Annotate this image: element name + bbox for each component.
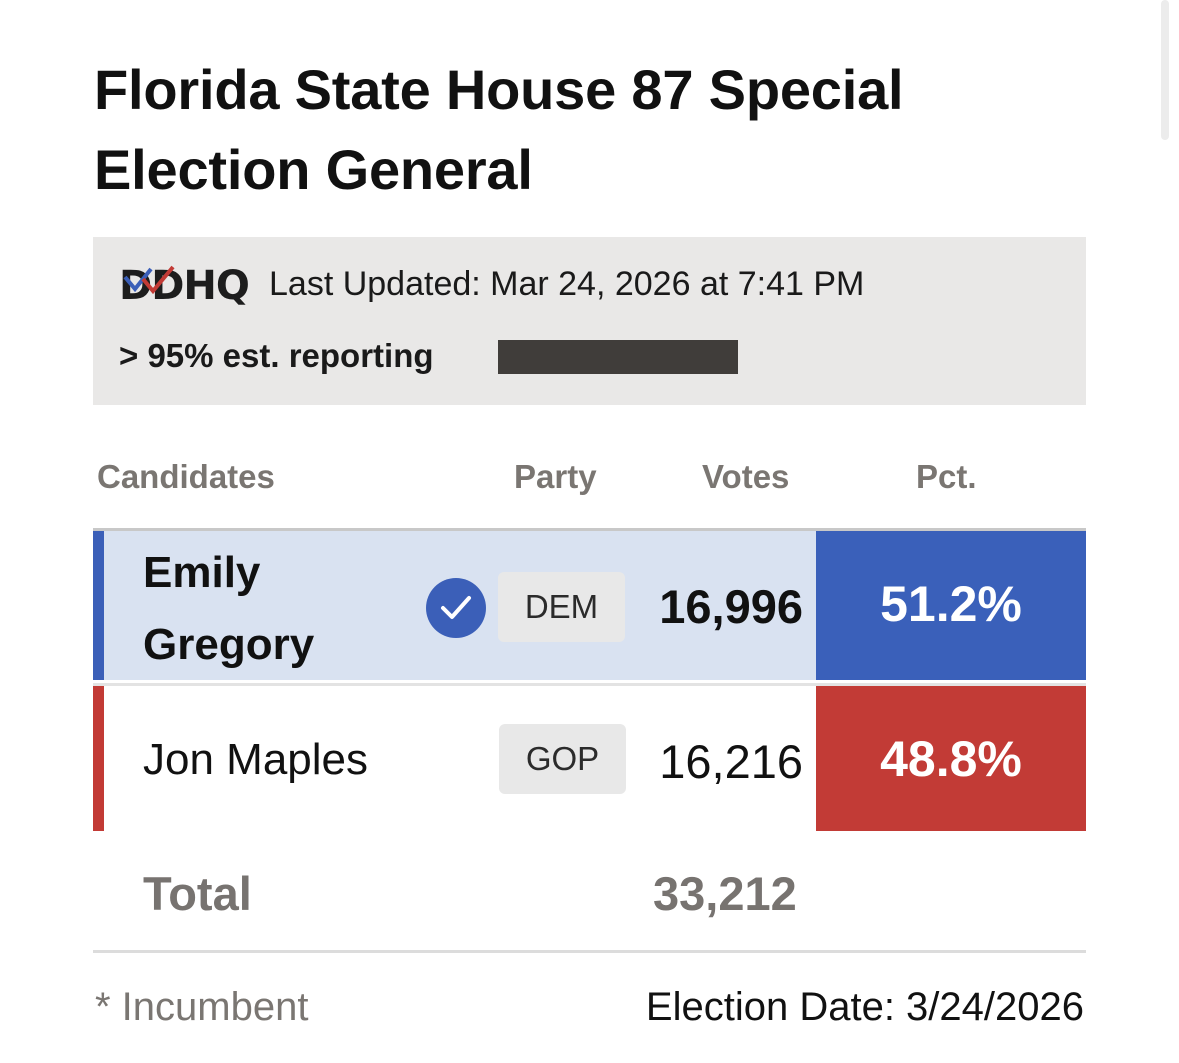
- candidate-name: Emily Gregory: [143, 537, 314, 681]
- title-line-1: Florida State House 87 Special: [94, 58, 904, 121]
- incumbent-note: * Incumbent: [95, 985, 309, 1029]
- reporting-status: > 95% est. reporting: [119, 337, 434, 374]
- vote-percentage: 48.8%: [816, 686, 1086, 831]
- candidate-row-maples[interactable]: Jon Maples GOP 16,216 48.8%: [93, 683, 1086, 831]
- title-line-2: Election General: [94, 138, 533, 201]
- logo-text: DDHQ: [119, 263, 250, 309]
- scrollbar[interactable]: [1161, 0, 1169, 140]
- ddhq-logo: DDHQ: [119, 263, 250, 309]
- checkmark-logo-icon: [123, 265, 175, 295]
- vote-count: 16,216: [659, 735, 803, 788]
- header-candidates: Candidates: [97, 458, 275, 495]
- party-accent-bar: [93, 531, 104, 680]
- divider: [93, 950, 1086, 953]
- table-header: Candidates Party Votes Pct.: [0, 458, 1179, 504]
- party-badge: GOP: [499, 724, 626, 794]
- election-date: Election Date: 3/24/2026: [645, 985, 1084, 1029]
- last-updated: Last Updated: Mar 24, 2026 at 7:41 PM: [269, 265, 865, 303]
- header-pct: Pct.: [916, 458, 977, 495]
- update-info-box: DDHQ Last Updated: Mar 24, 2026 at 7:41 …: [93, 237, 1086, 405]
- party-accent-bar: [93, 686, 104, 831]
- winner-check-icon: [426, 578, 486, 638]
- candidate-last-name: Gregory: [143, 620, 315, 669]
- header-party: Party: [514, 458, 597, 495]
- redaction-bar: [498, 340, 738, 374]
- page-title: Florida State House 87 Special Election …: [94, 50, 1094, 210]
- vote-count: 16,996: [659, 580, 803, 633]
- party-badge: DEM: [498, 572, 625, 642]
- candidate-row-gregory[interactable]: Emily Gregory DEM 16,996 51.2%: [93, 528, 1086, 680]
- vote-percentage: 51.2%: [816, 531, 1086, 680]
- candidate-first-name: Emily: [143, 548, 261, 597]
- total-label: Total: [143, 867, 252, 920]
- total-votes: 33,212: [653, 867, 797, 920]
- candidate-name: Jon Maples: [143, 735, 369, 784]
- header-votes: Votes: [702, 458, 790, 495]
